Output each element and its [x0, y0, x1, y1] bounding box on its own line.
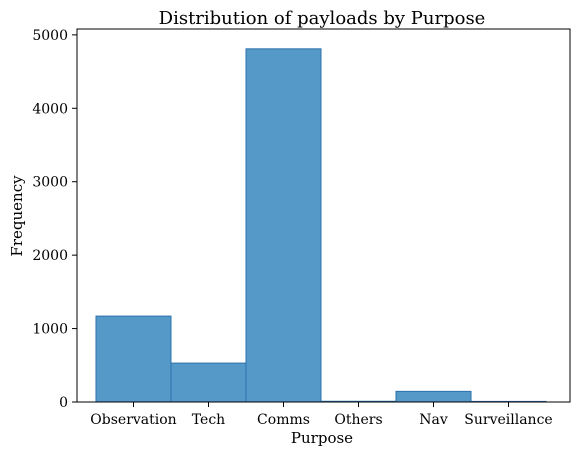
x-tick-label: Tech — [192, 412, 225, 428]
x-tick-label: Surveillance — [464, 412, 552, 428]
bar-nav — [395, 390, 472, 403]
x-axis-ticks: Observation Tech Comms Others Nav Surveillanc… — [90, 402, 553, 428]
y-axis-label: Frequency — [8, 175, 26, 257]
plot-frame — [76, 28, 571, 403]
x-axis-label: Purpose — [291, 429, 353, 447]
chart-title: Distribution of payloads by Purpose — [159, 8, 486, 29]
y-tick-label: 3000 — [32, 175, 68, 191]
y-tick-label: 5000 — [32, 28, 68, 44]
y-tick-label: 0 — [59, 395, 68, 411]
y-tick-label: 2000 — [32, 248, 68, 264]
bar-comms — [245, 48, 322, 403]
y-tick-label: 1000 — [32, 322, 68, 338]
bar-tech — [170, 362, 247, 403]
x-tick-label: Nav — [419, 412, 448, 428]
y-tick-label: 4000 — [32, 101, 68, 117]
y-axis-ticks: 0 1000 2000 3000 4000 5000 — [32, 28, 77, 411]
bar-observation — [95, 315, 172, 403]
bars-group — [95, 48, 547, 403]
x-tick-label: Comms — [257, 412, 310, 428]
x-tick-label: Observation — [90, 412, 176, 428]
x-tick-label: Others — [334, 412, 382, 428]
